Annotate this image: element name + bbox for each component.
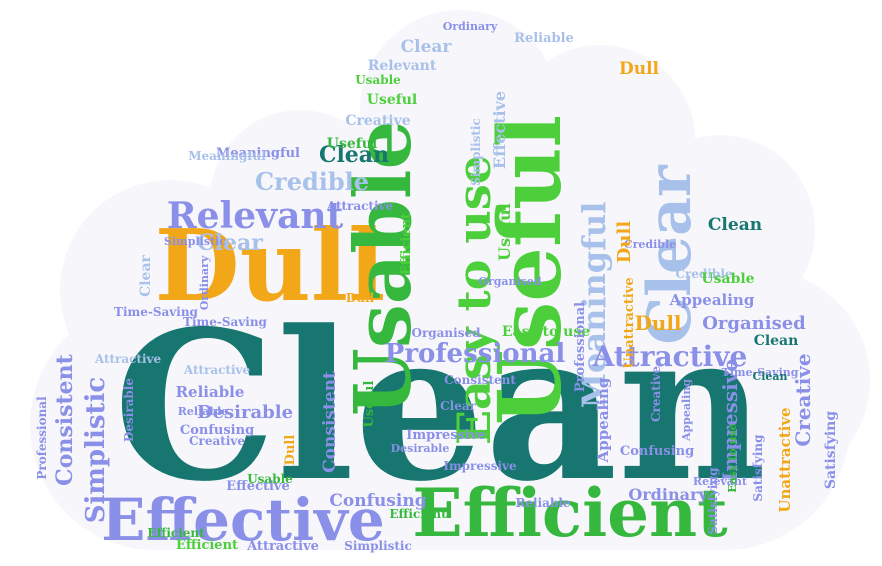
cloud-word: Clear	[138, 254, 154, 296]
cloud-word: Dull	[619, 59, 660, 79]
cloud-word: Appealing	[594, 377, 612, 463]
cloud-word: Effective	[490, 91, 509, 169]
cloud-word: Consistent	[52, 353, 78, 485]
cloud-word: Satisfying	[706, 467, 720, 535]
cloud-word: Relevant	[368, 58, 437, 74]
cloud-word: Clean	[113, 287, 766, 527]
cloud-word: Creative	[791, 353, 815, 446]
cloud-word: Relevant	[167, 195, 344, 237]
cloud-word: Efficient	[147, 526, 205, 540]
cloud-word: Meaningful	[216, 146, 300, 161]
cloud-word: Desirable	[122, 378, 136, 442]
cloud-word: Clear	[440, 399, 477, 413]
cloud-word: Efficient	[412, 474, 728, 552]
cloud-word: Professional	[573, 302, 588, 392]
cloud-word: Ordinary	[443, 20, 498, 33]
cloud-word: Ordinary	[198, 255, 211, 310]
cloud-word: Efficient	[176, 538, 238, 553]
cloud-word: Organised	[702, 313, 806, 334]
cloud-word: Desirable	[197, 402, 293, 423]
cloud-word: Reliable	[176, 383, 245, 401]
cloud-word: Consistent	[444, 373, 516, 387]
cloud-word: Dull	[634, 311, 681, 335]
cloud-word: Easy to use	[502, 324, 590, 340]
cloud-word: Satisfying	[751, 434, 765, 502]
cloud-word: Credible	[624, 238, 676, 251]
cloud-word: Confusing	[180, 423, 254, 438]
cloud-word: Clean	[754, 333, 799, 349]
cloud-word: Impressive	[718, 359, 742, 481]
cloud-word: Effective	[226, 479, 290, 494]
cloud-word: Satisfying	[823, 411, 839, 490]
cloud-word: Time-Saving	[114, 305, 198, 319]
cloud-word: Relevant	[693, 475, 748, 488]
cloud-word: Useful	[480, 115, 581, 425]
cloud-word: Unattractive	[776, 407, 794, 512]
cloud-word: Unattractive	[622, 277, 637, 368]
cloud-word: Professional	[35, 396, 49, 480]
cloud-word: Usable	[355, 73, 401, 87]
cloud-word: Easy to use	[726, 423, 739, 492]
cloud-word: Confusing	[329, 491, 426, 511]
cloud-word: Useful	[362, 380, 377, 427]
cloud-word: Clear	[401, 37, 453, 57]
cloud-word: Reliable	[515, 496, 570, 510]
cloud-word: Clean	[319, 142, 389, 168]
cloud-word: Attractive	[246, 539, 319, 554]
cloud-word: Usable	[338, 120, 429, 416]
cloud-word: Desirable	[391, 442, 450, 455]
cloud-word: Attractive	[183, 363, 251, 377]
cloud-word: Dull	[283, 435, 298, 466]
cloud-word: Consistent	[320, 371, 340, 473]
cloud-word: Meaningful	[575, 202, 613, 409]
cloud-word: Professional	[385, 339, 566, 369]
cloud-word: Reliable	[178, 405, 229, 418]
cloud-word: Easy to use	[447, 155, 501, 445]
cloud-word: Usable	[701, 271, 754, 287]
cloud-word: Usable	[247, 472, 293, 486]
cloud-word: Meaningful	[188, 149, 266, 163]
cloud-word: Time-Saving	[722, 366, 799, 379]
cloud-word: Simplistic	[164, 235, 226, 248]
cloud-word: Clean	[752, 370, 787, 383]
cloud-word: Credible	[255, 167, 369, 196]
cloud-word: Dull	[346, 291, 375, 305]
cloud-word: Appealing	[680, 379, 693, 442]
cloud-word: Creative	[345, 113, 410, 129]
cloud-word: Clean	[708, 215, 762, 235]
cloud-word: Time-Saving	[183, 315, 267, 329]
cloud-word: Attractive	[94, 352, 162, 366]
cloud-word: Appealing	[669, 291, 755, 309]
cloud-word: Impressive	[406, 428, 485, 443]
cloud-word: Efficient	[399, 213, 414, 275]
cloud-word: Simplistic	[81, 377, 111, 523]
cloud-word: Credible	[675, 267, 732, 281]
cloud-word: Simplistic	[469, 118, 483, 186]
cloud-word: Reliable	[514, 31, 574, 46]
cloud-word: Useful	[495, 203, 514, 261]
cloud-word: Dull	[614, 221, 635, 264]
cloud-word: Confusing	[620, 444, 694, 459]
cloud-word: Attractive	[592, 340, 748, 373]
cloud-word: Creative	[649, 366, 663, 422]
cloud-word: Organised	[411, 326, 481, 340]
cloud-word: Ordinary	[628, 485, 708, 504]
cloud-word: Attractive	[326, 199, 394, 213]
cloud-word: Useful	[327, 136, 378, 152]
cloud-word: Useful	[367, 92, 418, 108]
cloud-word: Dull	[155, 209, 386, 324]
cloud-word: Simplistic	[344, 539, 412, 553]
cloud-word: Creative	[189, 434, 245, 448]
cloud-word: Organised	[478, 275, 542, 288]
cloud-word: Effective	[101, 486, 384, 554]
cloud-word: Efficient	[389, 507, 447, 521]
cloud-word: Clear	[635, 164, 705, 345]
cloud-word: Clear	[197, 230, 263, 256]
cloud-word: Impressive	[443, 459, 517, 473]
cloud-shape	[30, 10, 870, 550]
